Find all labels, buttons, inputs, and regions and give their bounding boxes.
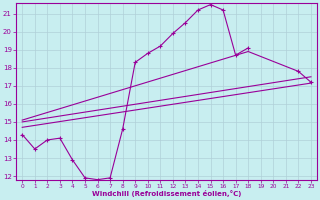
X-axis label: Windchill (Refroidissement éolien,°C): Windchill (Refroidissement éolien,°C) — [92, 190, 241, 197]
